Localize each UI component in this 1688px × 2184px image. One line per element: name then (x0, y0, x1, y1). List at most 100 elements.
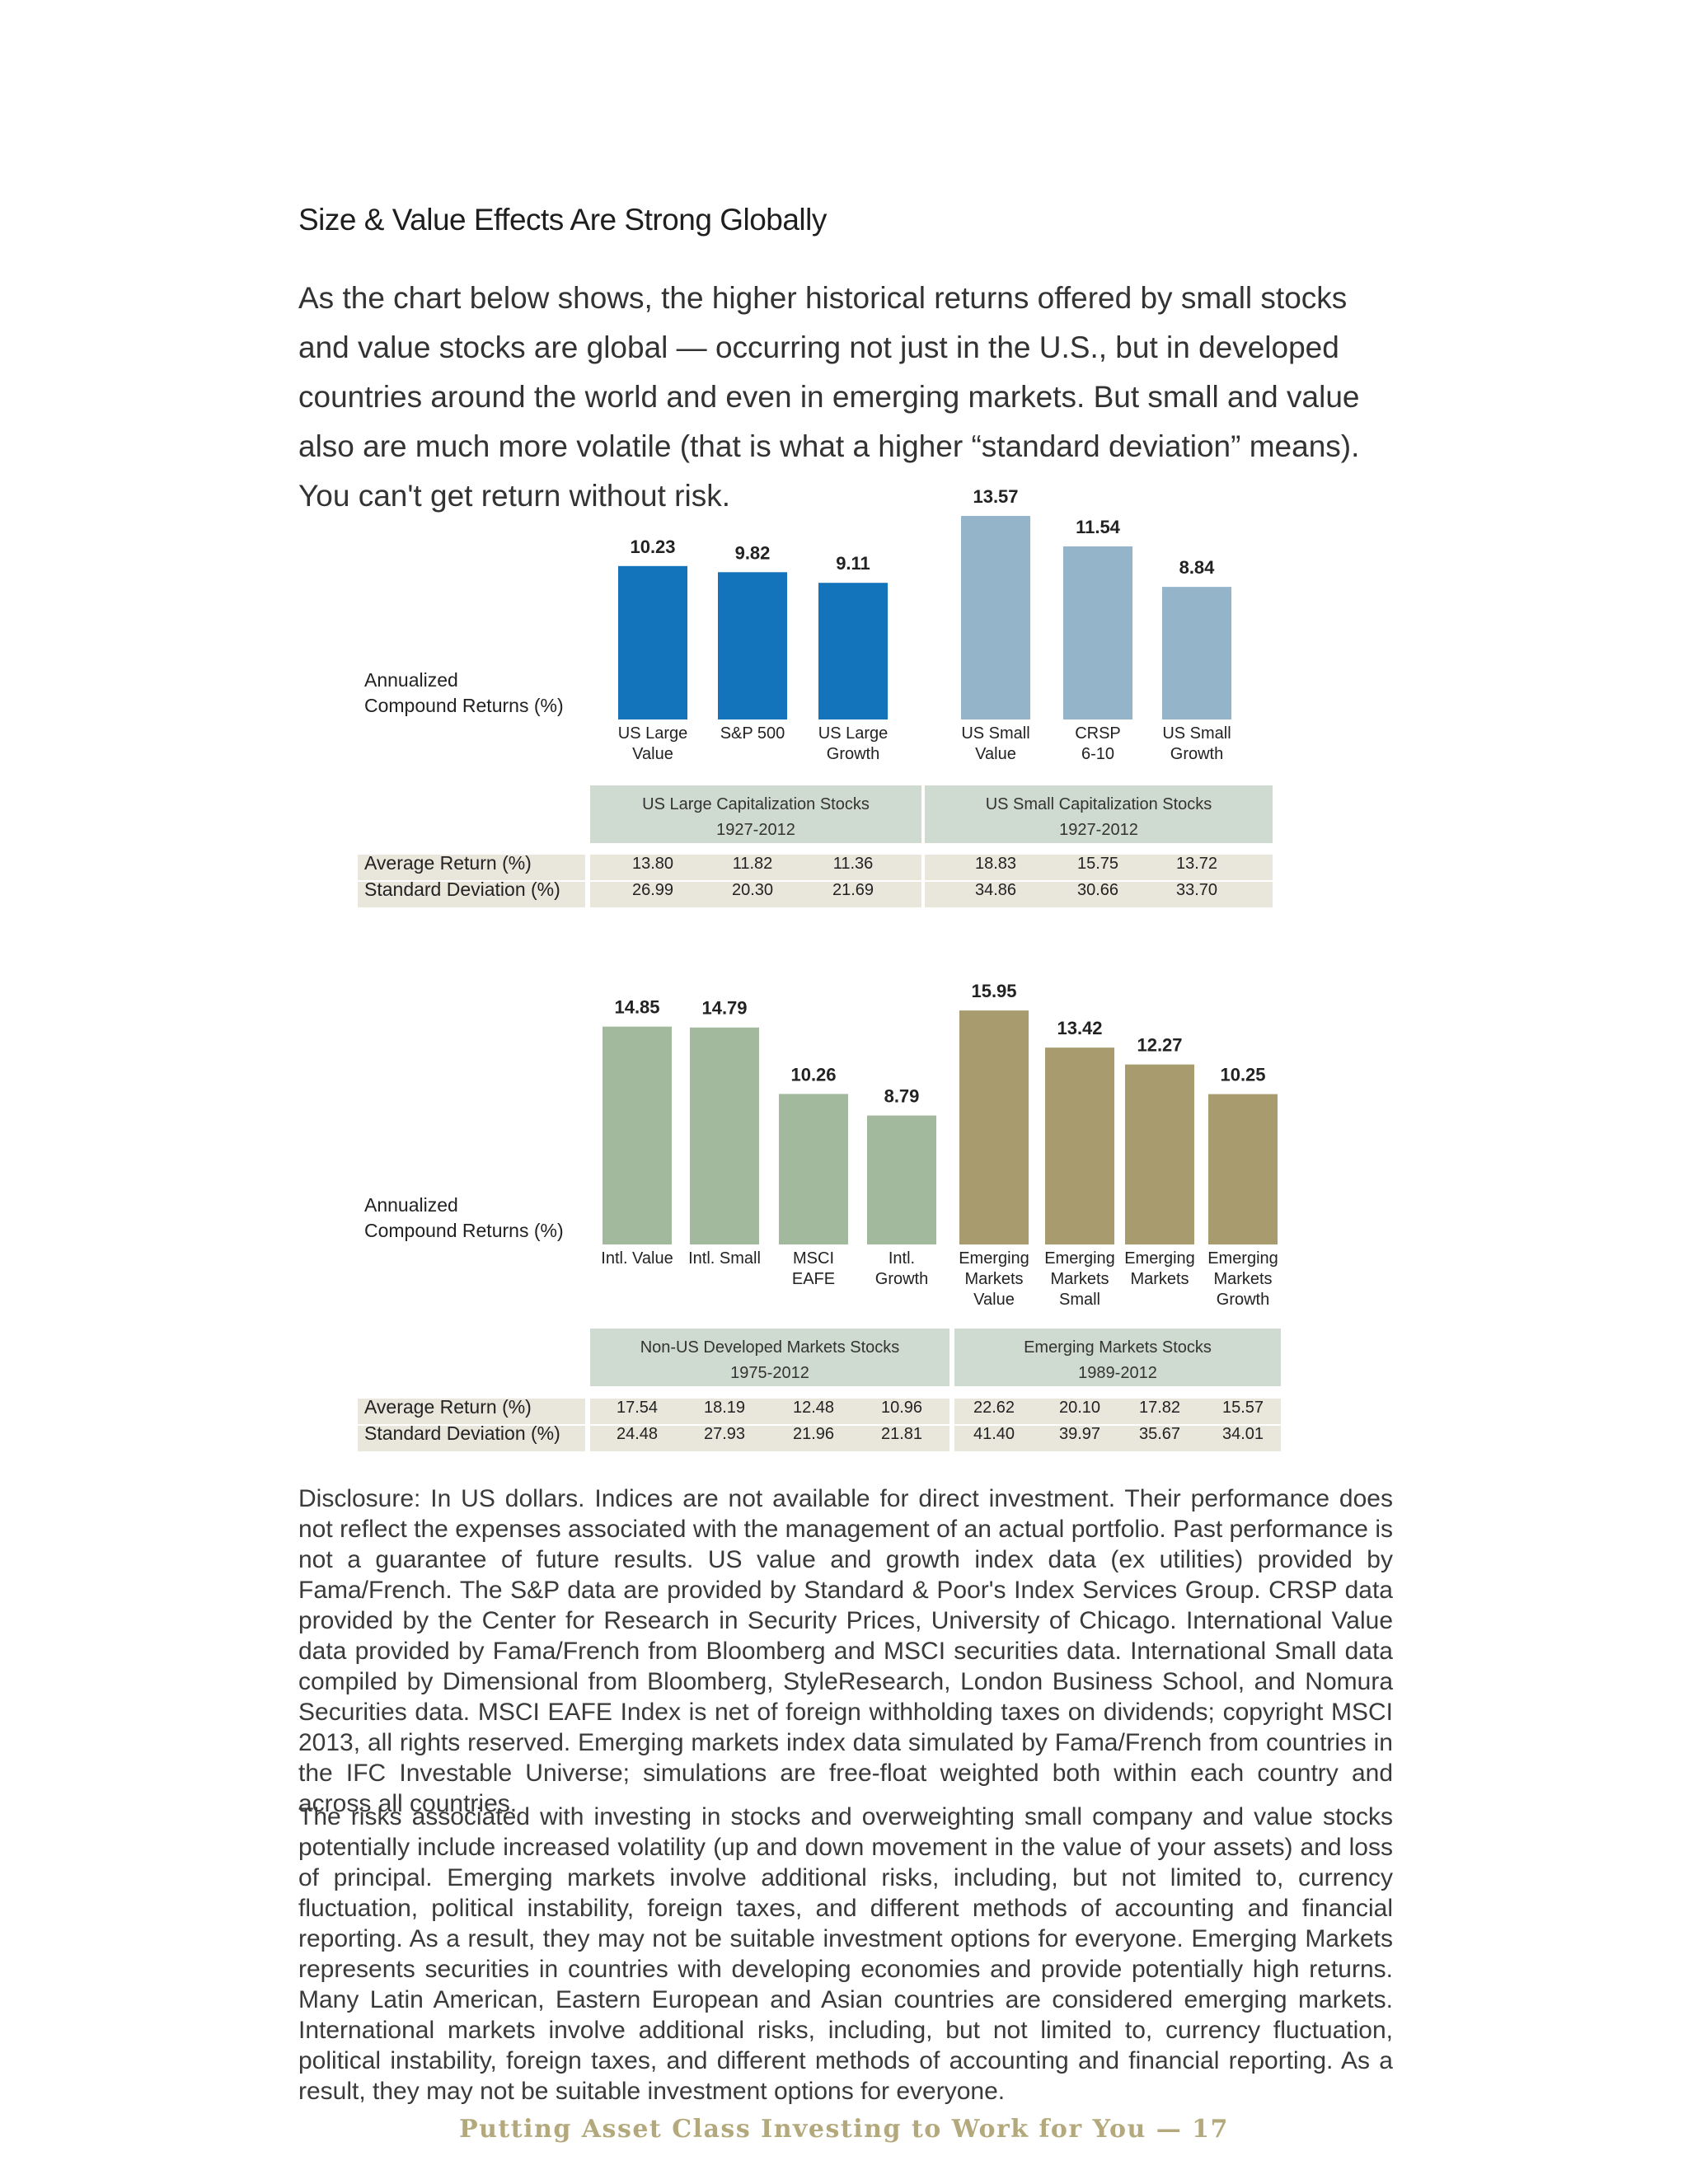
chart2-value-label: 8.79 (884, 1086, 920, 1107)
chart2-row-label: Average Return (%) (364, 1396, 532, 1418)
chart2-category-label: Emerging (959, 1249, 1029, 1268)
chart2-category-label: EAFE (792, 1270, 835, 1288)
chart2-standard-deviation-value: 39.97 (1059, 1425, 1100, 1443)
chart1-category-label: US Large (618, 724, 688, 743)
chart2-average-return-value: 10.96 (881, 1399, 922, 1417)
chart1-average-return-value: 15.75 (1077, 855, 1118, 873)
chart1-row-label: Standard Deviation (%) (364, 879, 560, 900)
chart2-category-label: Growth (875, 1270, 928, 1288)
chart1-group-header (590, 785, 921, 843)
chart1-bar (818, 583, 888, 719)
chart2-bar (959, 1010, 1029, 1244)
section-heading: Size & Value Effects Are Strong Globally (298, 203, 827, 237)
risks-paragraph: The risks associated with investing in s… (298, 1803, 1393, 2105)
chart2-value-label: 14.85 (614, 997, 659, 1018)
chart1-average-return-value: 18.83 (975, 855, 1016, 873)
chart1-category-label: Growth (827, 745, 879, 763)
chart2-bar (1125, 1064, 1194, 1244)
chart2-group-name: Emerging Markets Stocks (1024, 1338, 1212, 1357)
chart1-average-return-value: 13.80 (632, 855, 673, 873)
chart1-axis-label: Annualized (364, 669, 458, 691)
chart2-category-label: Markets (1050, 1270, 1109, 1288)
chart2-category-label: Markets (1130, 1270, 1189, 1288)
chart2-axis-label: Compound Returns (%) (364, 1220, 564, 1241)
chart1-group-period: 1927-2012 (1059, 821, 1138, 839)
chart1-standard-deviation-value: 33.70 (1176, 881, 1217, 899)
chart1-row-label: Average Return (%) (364, 852, 532, 874)
chart2-average-return-value: 22.62 (973, 1399, 1015, 1417)
chart2-standard-deviation-value: 41.40 (973, 1425, 1015, 1443)
chart2-group-name: Non-US Developed Markets Stocks (640, 1338, 900, 1357)
chart1-group-name: US Small Capitalization Stocks (986, 795, 1212, 813)
chart1-standard-deviation-value: 21.69 (832, 881, 874, 899)
chart2-standard-deviation-value: 24.48 (617, 1425, 658, 1443)
chart2-value-label: 15.95 (971, 981, 1016, 1001)
chart2-bar (1045, 1047, 1114, 1244)
chart2-category-label: Markets (964, 1270, 1023, 1288)
page-footer: Putting Asset Class Investing to Work fo… (459, 2115, 1229, 2144)
chart2-category-label: Intl. Small (688, 1249, 761, 1268)
chart1-category-label: S&P 500 (720, 724, 785, 743)
chart2-standard-deviation-value: 21.81 (881, 1425, 922, 1443)
chart2-row-label: Standard Deviation (%) (364, 1422, 560, 1444)
chart2-average-return-value: 15.57 (1222, 1399, 1264, 1417)
chart2-value-label: 14.79 (701, 998, 747, 1019)
chart2-average-return-value: 12.48 (793, 1399, 834, 1417)
chart1-value-label: 11.54 (1076, 517, 1121, 537)
chart2-bar (1208, 1094, 1278, 1244)
chart2-standard-deviation-value: 27.93 (704, 1425, 745, 1443)
chart1-group-period: 1927-2012 (716, 821, 795, 839)
chart2-category-label: Emerging (1124, 1249, 1195, 1268)
chart2-value-label: 12.27 (1137, 1035, 1182, 1056)
chart1-group-header (925, 785, 1273, 843)
chart1-average-return-value: 13.72 (1176, 855, 1217, 873)
chart2-category-label: Markets (1213, 1270, 1272, 1288)
chart1-axis-label: Compound Returns (%) (364, 695, 564, 716)
chart2-category-label: Emerging (1207, 1249, 1278, 1268)
chart1-value-label: 9.82 (735, 542, 771, 563)
chart2-group-header (954, 1329, 1281, 1386)
chart2-category-label: MSCI (793, 1249, 834, 1268)
chart2-standard-deviation-value: 35.67 (1139, 1425, 1180, 1443)
chart2-category-label: Growth (1217, 1291, 1269, 1309)
chart1-standard-deviation-value: 20.30 (732, 881, 773, 899)
chart2-standard-deviation-value: 34.01 (1222, 1425, 1264, 1443)
chart2-category-label: Value (973, 1291, 1015, 1309)
chart1-bar (618, 565, 687, 719)
chart2-category-label: Intl. (889, 1249, 915, 1268)
chart2-average-return-value: 20.10 (1059, 1399, 1100, 1417)
chart1-standard-deviation-value: 30.66 (1077, 881, 1118, 899)
chart2-average-return-value: 18.19 (704, 1399, 745, 1417)
chart2-category-label: Emerging (1044, 1249, 1115, 1268)
chart1-category-label: US Small (961, 724, 1029, 743)
chart1-value-label: 8.84 (1179, 557, 1216, 578)
chart2-axis-label: Annualized (364, 1194, 458, 1216)
chart2-bar (690, 1027, 759, 1244)
chart1-bar (1063, 546, 1132, 719)
chart1-value-label: 10.23 (630, 537, 675, 557)
chart1-average-return-value: 11.36 (833, 855, 874, 873)
chart2-standard-deviation-value: 21.96 (793, 1425, 834, 1443)
chart2-group-header (590, 1329, 950, 1386)
chart1-value-label: 13.57 (973, 486, 1018, 507)
chart1-value-label: 9.11 (836, 553, 870, 574)
chart1-category-label: Value (975, 745, 1016, 763)
chart1-category-label: 6-10 (1081, 745, 1114, 763)
chart2-bar (779, 1094, 848, 1244)
chart2-average-return-value: 17.82 (1139, 1399, 1180, 1417)
chart1-bar (961, 516, 1030, 719)
chart2-value-label: 13.42 (1057, 1018, 1102, 1038)
chart2-bar (603, 1026, 672, 1244)
chart1-standard-deviation-value: 34.86 (975, 881, 1016, 899)
chart1-group-name: US Large Capitalization Stocks (642, 795, 870, 813)
chart1-category-label: CRSP (1075, 724, 1121, 743)
chart1-standard-deviation-value: 26.99 (632, 881, 673, 899)
returns-charts: Annualized Compound Returns (%) 10.23 US La… (358, 486, 1281, 1451)
chart1-category-label: Value (632, 745, 673, 763)
chart1-bar (1162, 587, 1231, 719)
chart2-category-label: Intl. Value (601, 1249, 673, 1268)
disclosure-paragraph: Disclosure: In US dollars. Indices are n… (298, 1485, 1393, 1817)
chart2-value-label: 10.26 (790, 1064, 836, 1085)
chart2-average-return-value: 17.54 (617, 1399, 658, 1417)
intro-paragraph: As the chart below shows, the higher his… (298, 281, 1360, 513)
